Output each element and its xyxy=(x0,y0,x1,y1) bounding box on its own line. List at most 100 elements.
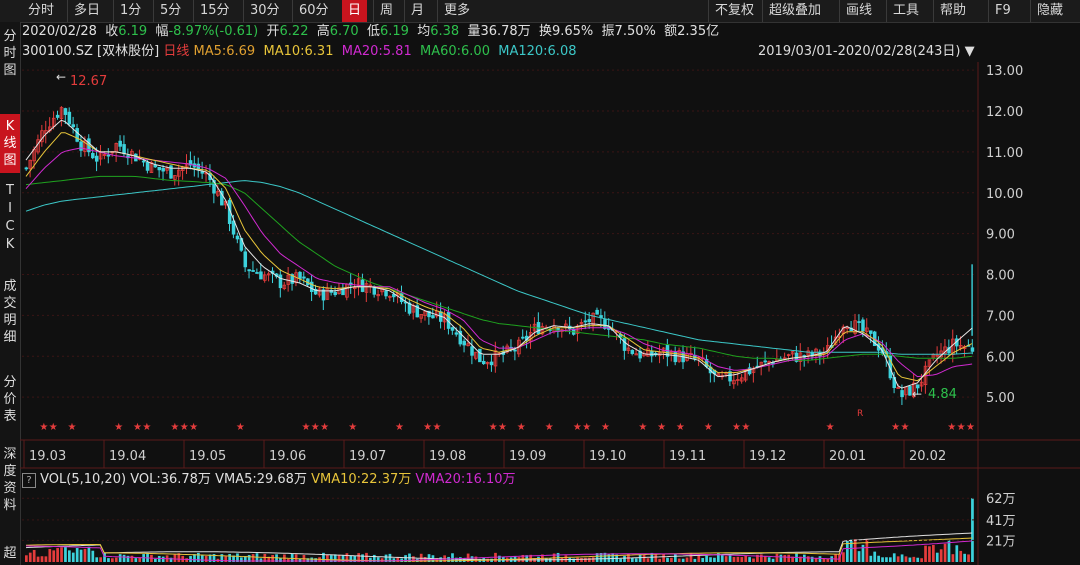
date-range-selector[interactable]: 2019/03/01-2020/02/28(243日) ▼ xyxy=(758,42,975,62)
volume-bar xyxy=(705,555,708,562)
ma60-legend: MA60:6.00 xyxy=(419,44,490,59)
volume-bar xyxy=(775,553,779,562)
volume-bar xyxy=(920,558,923,562)
volume-bar xyxy=(83,548,87,562)
tab-monthly[interactable]: 月 xyxy=(404,0,430,22)
volume-legend: ? VOL(5,10,20) VOL:36.78万 VMA5:29.68万 VM… xyxy=(22,470,516,490)
signal-star-icon: ★ xyxy=(180,422,189,433)
signal-star-icon: ★ xyxy=(170,422,179,433)
volume-bar xyxy=(263,553,267,562)
sidebar-item-deep-data[interactable]: 深 度 资 料 xyxy=(3,447,17,513)
tab-5min[interactable]: 5分 xyxy=(153,0,187,22)
open-value: 6.22 xyxy=(279,24,309,39)
low-value: 6.19 xyxy=(379,24,409,39)
sidebar-item-kline[interactable]: K 线 图 xyxy=(0,114,20,173)
volume-bar xyxy=(630,557,634,562)
candle-body xyxy=(212,180,216,194)
volume-bar xyxy=(689,553,693,562)
candle-body xyxy=(122,144,126,155)
month-label: 19.09 xyxy=(509,449,546,464)
avg-value: 6.38 xyxy=(430,24,460,39)
f9-button[interactable]: F9 xyxy=(988,0,1017,22)
tab-multi-day[interactable]: 多日 xyxy=(67,0,106,22)
month-label: 19.11 xyxy=(669,449,706,464)
volume-bar xyxy=(603,552,607,562)
candle-body xyxy=(673,352,678,363)
hide-button[interactable]: 隐藏 xyxy=(1030,0,1069,22)
tab-more[interactable]: 更多 xyxy=(437,0,476,22)
tab-daily[interactable]: 日 xyxy=(342,0,368,22)
volume-bar xyxy=(849,539,853,562)
high-annotation: 12.67 xyxy=(70,74,107,89)
overlay-button[interactable]: 超级叠加 xyxy=(762,0,827,22)
candle-body xyxy=(466,343,470,347)
candle-body xyxy=(259,271,263,280)
volume-bar xyxy=(279,557,282,562)
candle-body xyxy=(958,345,963,349)
volume-bar xyxy=(654,553,658,562)
volume-bar xyxy=(122,554,126,562)
volume-bar xyxy=(763,556,767,562)
price-tick-label: 6.00 xyxy=(986,350,1015,365)
sidebar-item-trades[interactable]: 成 交 明 细 xyxy=(3,279,17,345)
volume-bar xyxy=(271,554,275,562)
tab-15min[interactable]: 15分 xyxy=(193,0,236,22)
volume-bar xyxy=(634,558,638,562)
ma10-legend: MA10:6.31 xyxy=(263,44,334,59)
left-sidebar: 分 时 图 K 线 图 T I C K 成 交 明 细 分 价 表 深 度 资 … xyxy=(0,22,21,565)
signal-star-icon: ★ xyxy=(966,422,975,433)
volume-bar xyxy=(259,558,263,562)
candle-body xyxy=(333,291,337,296)
volume-bar xyxy=(818,556,822,562)
candle-body xyxy=(927,359,932,367)
price-tick-label: 5.00 xyxy=(986,391,1015,406)
no-adjust-button[interactable]: 不复权 xyxy=(708,0,760,22)
candle-body xyxy=(216,191,220,196)
candle-body xyxy=(736,379,740,381)
volume-bar xyxy=(40,556,44,562)
candle-body xyxy=(177,169,181,177)
volume-bar xyxy=(904,556,908,562)
candle-body xyxy=(732,379,736,385)
volume-bar xyxy=(130,555,134,562)
signal-star-icon: ★ xyxy=(432,422,441,433)
tab-30min[interactable]: 30分 xyxy=(243,0,286,22)
signal-star-icon: ★ xyxy=(657,422,666,433)
month-label: 19.10 xyxy=(589,449,626,464)
help-button[interactable]: 帮助 xyxy=(933,0,972,22)
ma10-line xyxy=(25,132,973,382)
signal-star-icon: ★ xyxy=(601,422,610,433)
tab-timeshare[interactable]: 分时 xyxy=(28,3,55,18)
volume-bar xyxy=(791,556,794,562)
volume-bar xyxy=(681,558,685,562)
sidebar-item-price-table[interactable]: 分 价 表 xyxy=(3,375,17,424)
tools-button[interactable]: 工具 xyxy=(886,0,925,22)
volume-bar xyxy=(326,554,329,562)
vma20-value: VMA20:16.10万 xyxy=(415,472,516,487)
price-tick-label: 13.00 xyxy=(986,64,1023,79)
volume-bar xyxy=(349,555,353,562)
volume-bar xyxy=(697,555,701,562)
tab-60min[interactable]: 60分 xyxy=(292,0,335,22)
volume-bar xyxy=(916,557,920,562)
price-tick-label: 8.00 xyxy=(986,269,1015,284)
sidebar-item-timeshare[interactable]: 分 时 图 xyxy=(3,29,17,78)
volume-bar xyxy=(103,553,106,562)
price-tick-label: 10.00 xyxy=(986,187,1023,202)
close-label: 收 xyxy=(105,24,119,39)
tab-weekly[interactable]: 周 xyxy=(373,0,399,22)
open-label: 开 xyxy=(266,24,280,39)
tab-1min[interactable]: 1分 xyxy=(113,0,147,22)
draw-line-button[interactable]: 画线 xyxy=(839,0,878,22)
help-icon[interactable]: ? xyxy=(22,473,36,488)
volume-bar xyxy=(756,554,759,562)
volume-bar xyxy=(767,557,771,562)
sidebar-item-super[interactable]: 超 xyxy=(3,546,17,561)
volume-bar xyxy=(752,558,755,562)
candle-body xyxy=(622,338,627,351)
sidebar-item-tick[interactable]: T I C K xyxy=(5,183,15,252)
volume-bar xyxy=(724,556,728,562)
volume-bar xyxy=(118,554,122,562)
vma10-value: VMA10:22.37万 xyxy=(311,472,412,487)
